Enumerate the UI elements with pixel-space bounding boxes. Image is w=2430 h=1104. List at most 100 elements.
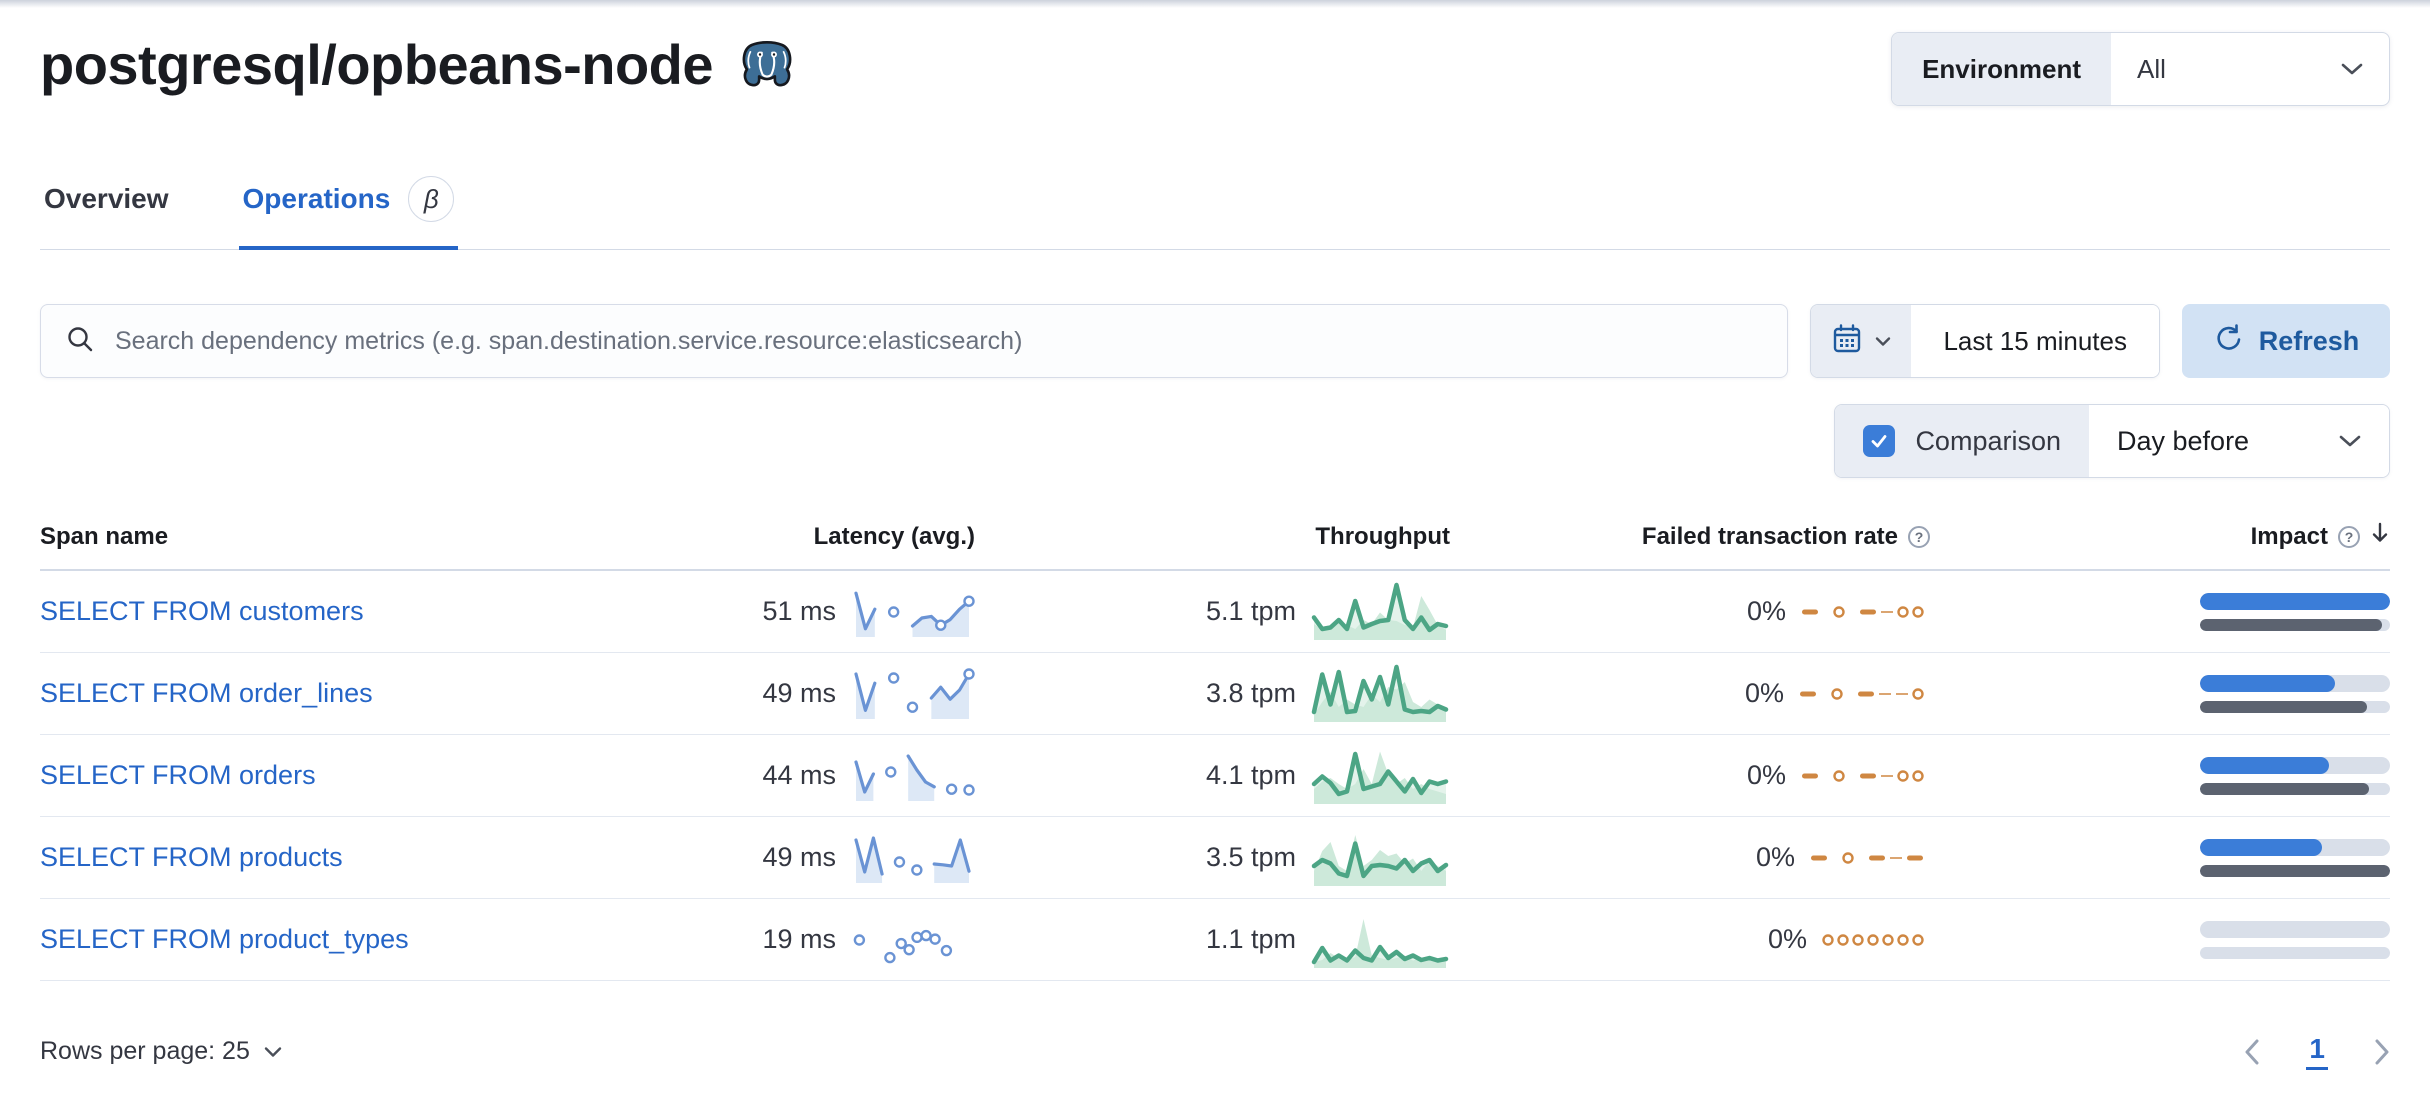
throughput-header-label: Throughput	[1315, 522, 1450, 550]
search-box	[40, 304, 1789, 378]
throughput-value: 4.1 tpm	[1205, 760, 1296, 790]
calendar-icon	[1831, 323, 1863, 360]
failed-rate-value: 0%	[1746, 596, 1786, 626]
failed-rate-sparkline	[1809, 845, 1930, 871]
comparison-select[interactable]: Day before	[2089, 405, 2389, 477]
failed-rate-header-label: Failed transaction rate	[1641, 522, 1898, 550]
rows-per-page-button[interactable]: Rows per page: 25	[40, 1037, 282, 1066]
tabs-bar: Overview Operations β	[40, 176, 2390, 250]
failed-rate-value: 0%	[1755, 842, 1795, 872]
comparison-control: Comparison Day before	[1834, 404, 2390, 478]
search-icon	[65, 324, 95, 359]
tab-operations-label: Operations	[242, 183, 391, 214]
next-page-icon[interactable]	[2374, 1039, 2390, 1065]
table-footer: Rows per page: 25 1	[40, 1033, 2390, 1100]
table-row: SELECT FROM orders 44 ms 4.1 tpm 0%	[40, 735, 2390, 817]
span-name-link[interactable]: SELECT FROM customers	[40, 596, 364, 626]
previous-page-icon[interactable]	[2244, 1039, 2260, 1065]
latency-value: 44 ms	[762, 760, 836, 790]
throughput-sparkline	[1310, 745, 1450, 807]
span-name-header-label: Span name	[40, 522, 169, 550]
comparison-checkbox[interactable]	[1863, 425, 1896, 457]
comparison-toggle: Comparison	[1835, 405, 2089, 477]
table-row: SELECT FROM product_types 19 ms 1.1 tpm …	[40, 899, 2390, 981]
column-header-impact[interactable]: Impact ?	[1930, 522, 2390, 551]
impact-bar-current	[2200, 592, 2390, 610]
impact-bar-previous	[2200, 946, 2390, 959]
environment-filter: Environment All	[1891, 32, 2390, 106]
operations-table: Span name Latency (avg.) Throughput Fail…	[40, 522, 2390, 981]
environment-label: Environment	[1892, 33, 2111, 105]
table-row: SELECT FROM products 49 ms 3.5 tpm 0%	[40, 817, 2390, 899]
refresh-label: Refresh	[2258, 325, 2360, 356]
failed-rate-sparkline	[1800, 599, 1930, 625]
span-name-link[interactable]: SELECT FROM order_lines	[40, 678, 373, 708]
refresh-icon	[2213, 323, 2243, 360]
impact-bars	[2200, 592, 2390, 631]
column-header-throughput[interactable]: Throughput	[975, 523, 1450, 551]
time-range-button[interactable]: Last 15 minutes	[1911, 305, 2159, 377]
chevron-down-icon	[264, 1046, 282, 1058]
impact-bar-current	[2200, 838, 2390, 856]
latency-value: 19 ms	[762, 924, 836, 954]
failed-rate-value: 0%	[1767, 924, 1807, 954]
help-icon: ?	[1908, 525, 1930, 548]
tab-overview-label: Overview	[44, 183, 169, 214]
failed-rate-sparkline	[1798, 681, 1930, 707]
beta-badge: β	[408, 176, 455, 222]
failed-rate-value: 0%	[1746, 760, 1786, 790]
span-name-link[interactable]: SELECT FROM orders	[40, 760, 316, 790]
environment-selected-value: All	[2137, 53, 2166, 84]
tab-overview[interactable]: Overview	[40, 176, 173, 250]
chevron-down-icon	[2341, 62, 2363, 76]
column-header-span-name: Span name	[40, 523, 555, 551]
page-header: postgresql/opbeans-node Environment All	[40, 32, 2390, 106]
column-header-latency[interactable]: Latency (avg.)	[555, 523, 975, 551]
throughput-sparkline	[1310, 663, 1450, 725]
latency-sparkline	[850, 912, 975, 968]
chevron-down-icon	[1875, 336, 1891, 347]
pagination: 1	[2244, 1033, 2390, 1070]
throughput-value: 3.8 tpm	[1205, 678, 1296, 708]
comparison-selected-value: Day before	[2117, 425, 2250, 456]
column-header-failed-rate[interactable]: Failed transaction rate ?	[1450, 523, 1930, 551]
time-range-value: Last 15 minutes	[1943, 325, 2127, 356]
page-number-1[interactable]: 1	[2306, 1033, 2328, 1070]
latency-sparkline	[850, 584, 975, 640]
impact-header-label: Impact	[2250, 522, 2328, 550]
table-row: SELECT FROM order_lines 49 ms 3.8 tpm 0%	[40, 653, 2390, 735]
impact-bars	[2200, 756, 2390, 795]
failed-rate-sparkline	[1821, 927, 1930, 953]
comparison-label: Comparison	[1915, 425, 2061, 456]
tab-operations[interactable]: Operations β	[238, 176, 459, 250]
date-picker: Last 15 minutes	[1810, 304, 2160, 378]
impact-bars	[2200, 920, 2390, 959]
latency-value: 51 ms	[762, 596, 836, 626]
environment-select[interactable]: All	[2111, 33, 2389, 105]
search-controls-row: Last 15 minutes Refresh	[40, 304, 2390, 378]
rows-per-page-label: Rows per page: 25	[40, 1037, 250, 1065]
impact-bars	[2200, 674, 2390, 713]
span-name-link[interactable]: SELECT FROM product_types	[40, 924, 409, 954]
impact-bar-previous	[2200, 618, 2390, 631]
table-body: SELECT FROM customers 51 ms 5.1 tpm 0% S…	[40, 571, 2390, 981]
latency-sparkline	[850, 666, 975, 722]
latency-sparkline	[850, 830, 975, 886]
impact-bar-current	[2200, 920, 2390, 938]
latency-value: 49 ms	[762, 842, 836, 872]
date-quick-select[interactable]	[1811, 305, 1912, 377]
latency-value: 49 ms	[762, 678, 836, 708]
table-header-row: Span name Latency (avg.) Throughput Fail…	[40, 522, 2390, 571]
span-name-link[interactable]: SELECT FROM products	[40, 842, 343, 872]
latency-header-label: Latency (avg.)	[813, 522, 975, 550]
sort-descending-icon	[2370, 522, 2390, 551]
refresh-button[interactable]: Refresh	[2182, 304, 2390, 378]
throughput-value: 5.1 tpm	[1205, 596, 1296, 626]
throughput-value: 3.5 tpm	[1205, 842, 1296, 872]
table-row: SELECT FROM customers 51 ms 5.1 tpm 0%	[40, 571, 2390, 653]
search-input[interactable]	[113, 325, 1764, 357]
page-title: postgresql/opbeans-node	[40, 33, 714, 96]
throughput-value: 1.1 tpm	[1205, 924, 1296, 954]
help-icon: ?	[2338, 525, 2360, 548]
impact-bar-current	[2200, 756, 2390, 774]
